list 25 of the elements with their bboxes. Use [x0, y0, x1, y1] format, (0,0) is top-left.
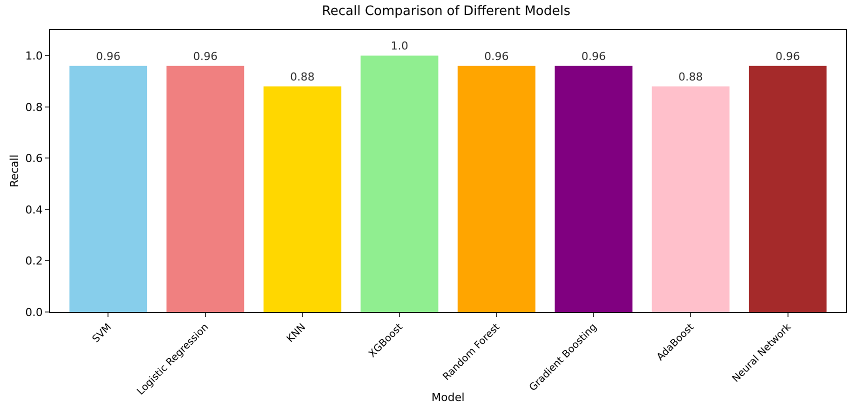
data-label: 0.96 — [776, 50, 800, 63]
bar — [166, 66, 244, 312]
y-tick-label: 0.0 — [25, 306, 43, 319]
data-label: 1.0 — [390, 40, 408, 53]
bar — [69, 66, 148, 312]
y-tick-label: 0.4 — [25, 203, 43, 216]
bar — [554, 66, 632, 312]
bar — [264, 86, 342, 312]
bar — [458, 66, 536, 312]
bar — [360, 56, 438, 312]
chart-title: Recall Comparison of Different Models — [322, 4, 571, 20]
y-tick-label: 0.6 — [25, 152, 43, 166]
bar — [748, 66, 827, 312]
y-tick-label: 1.0 — [25, 49, 43, 62]
x-axis-title: Model — [431, 391, 465, 404]
bar — [652, 86, 730, 312]
data-label: 0.96 — [193, 50, 218, 63]
data-label: 0.88 — [290, 70, 315, 84]
y-tick-label: 0.2 — [25, 254, 43, 268]
data-label: 0.96 — [581, 50, 606, 63]
data-label: 0.88 — [678, 70, 703, 84]
y-axis-title: Recall — [8, 154, 21, 188]
data-label: 0.96 — [96, 50, 120, 63]
y-tick-label: 0.8 — [25, 100, 43, 114]
data-label: 0.96 — [484, 50, 509, 63]
